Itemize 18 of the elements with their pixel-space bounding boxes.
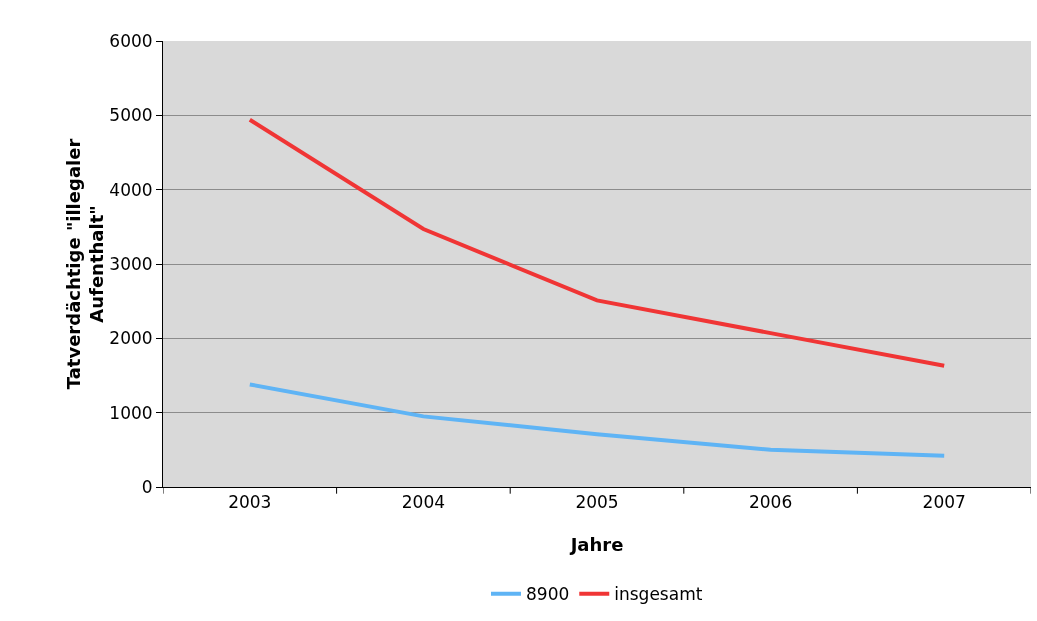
x-tick-label: 2005 — [575, 492, 619, 513]
x-tick-label: 2006 — [748, 492, 793, 513]
y-tick-label: 0 — [141, 476, 153, 497]
y-tick-label: 4000 — [109, 179, 153, 200]
y-tick-label: 3000 — [109, 253, 153, 274]
x-axis-title: Jahre — [568, 534, 624, 555]
y-tick-label: 1000 — [109, 402, 153, 423]
line-series — [247, 117, 947, 368]
line-series — [247, 382, 947, 458]
x-tick-label: 2004 — [401, 492, 446, 513]
x-tick-label: 2003 — [228, 492, 272, 513]
legend-label: 8900 — [526, 584, 570, 605]
x-tick-label: 2007 — [922, 492, 966, 513]
y-axis-title: Tatverdächtige "illegaler Aufenthalt" — [62, 138, 108, 390]
y-tick-label: 2000 — [109, 328, 153, 349]
y-tick-label: 6000 — [109, 30, 153, 51]
legend-label: insgesamt — [614, 584, 703, 605]
y-tick-label: 5000 — [109, 105, 153, 126]
